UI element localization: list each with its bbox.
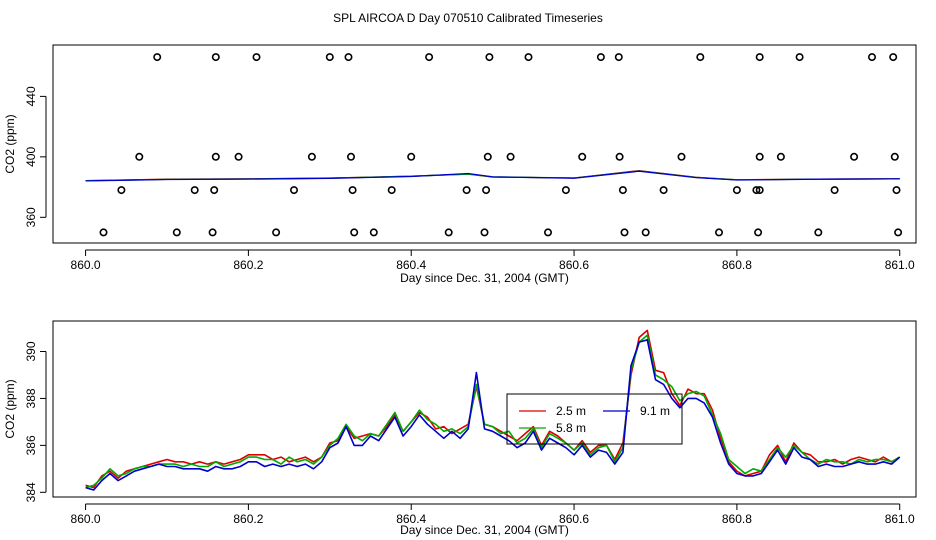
data-point — [350, 228, 359, 237]
y-tick-label: 384 — [24, 482, 38, 502]
y-tick-label: 440 — [24, 86, 38, 106]
data-point — [890, 152, 899, 161]
legend-label: 5.8 m — [556, 421, 586, 435]
data-point — [307, 152, 316, 161]
x-tick-label: 861.0 — [885, 258, 915, 272]
data-point — [596, 53, 605, 62]
bottom-panel: 860.0 860.2 860.4 860.6 860.8 861.0 384 386 388 3… — [3, 320, 917, 537]
data-point — [272, 228, 281, 237]
x-tick-label: 860.0 — [71, 512, 101, 526]
data-point — [462, 186, 471, 195]
plot-frame — [52, 320, 917, 498]
data-point — [776, 152, 785, 161]
data-point — [892, 186, 901, 195]
data-point — [289, 186, 298, 195]
series-line-9-1-m — [85, 338, 901, 491]
data-point — [117, 186, 126, 195]
data-point — [387, 186, 396, 195]
x-tick-label: 860.8 — [722, 512, 752, 526]
data-point — [754, 228, 763, 237]
y-axis-label: CO2 (ppm) — [3, 114, 17, 173]
data-point — [714, 228, 723, 237]
data-point — [814, 228, 823, 237]
data-point — [99, 228, 108, 237]
data-point — [755, 53, 764, 62]
series-line-2-5-m — [85, 329, 901, 489]
data-point — [153, 53, 162, 62]
data-point — [659, 186, 668, 195]
data-point — [578, 152, 587, 161]
data-point — [407, 152, 416, 161]
data-point — [696, 53, 705, 62]
data-point — [348, 186, 357, 195]
data-point — [850, 152, 859, 161]
data-point — [752, 186, 761, 195]
x-tick-label: 860.6 — [559, 258, 589, 272]
data-point — [755, 152, 764, 161]
x-tick-label: 860.2 — [233, 512, 263, 526]
data-point — [620, 228, 629, 237]
data-point — [210, 186, 219, 195]
data-point — [755, 186, 764, 195]
data-point — [344, 53, 353, 62]
y-tick-label: 386 — [24, 435, 38, 455]
data-point — [425, 53, 434, 62]
x-tick-label: 860.8 — [722, 258, 752, 272]
x-tick-label: 860.4 — [396, 258, 426, 272]
data-point — [485, 53, 494, 62]
series-line-9-1-m — [85, 170, 900, 182]
x-tick-label: 860.2 — [233, 258, 263, 272]
data-point — [211, 53, 220, 62]
data-point — [732, 186, 741, 195]
legend-label: 2.5 m — [556, 404, 586, 418]
data-point — [346, 152, 355, 161]
data-point — [614, 53, 623, 62]
legend-box — [506, 393, 683, 445]
data-point — [444, 228, 453, 237]
y-tick-label: 390 — [24, 341, 38, 361]
data-point — [252, 53, 261, 62]
data-point — [543, 228, 552, 237]
x-tick-label: 861.0 — [885, 512, 915, 526]
data-point — [561, 186, 570, 195]
data-point — [483, 152, 492, 161]
y-tick-label: 388 — [24, 388, 38, 408]
data-point — [677, 152, 686, 161]
data-point — [615, 152, 624, 161]
data-point — [211, 152, 220, 161]
data-point — [369, 228, 378, 237]
top-panel: 860.0 860.2 860.4 860.6 860.8 861.0 360 400 440 D… — [3, 44, 917, 285]
data-point — [190, 186, 199, 195]
series-line-5-8-m — [85, 334, 901, 489]
x-tick-label: 860.6 — [559, 512, 589, 526]
data-point — [867, 53, 876, 62]
data-point — [172, 228, 181, 237]
data-point — [325, 53, 334, 62]
data-point — [208, 228, 217, 237]
data-point — [618, 186, 627, 195]
y-tick-label: 400 — [24, 147, 38, 167]
data-point — [234, 152, 243, 161]
data-point — [482, 186, 491, 195]
data-point — [894, 228, 903, 237]
y-axis-label: CO2 (ppm) — [3, 379, 17, 438]
data-point — [524, 53, 533, 62]
data-point — [480, 228, 489, 237]
x-axis-label: Day since Dec. 31, 2004 (GMT) — [400, 523, 569, 537]
y-tick-label: 360 — [24, 207, 38, 227]
x-tick-label: 860.4 — [396, 512, 426, 526]
data-point — [135, 152, 144, 161]
data-point — [506, 152, 515, 161]
x-axis-label: Day since Dec. 31, 2004 (GMT) — [400, 271, 569, 285]
data-point — [795, 53, 804, 62]
legend-label: 9.1 m — [640, 404, 670, 418]
legend: 2.5 m 9.1 m 5.8 m — [506, 393, 683, 445]
data-point — [641, 228, 650, 237]
chart-title: SPL AIRCOA D Day 070510 Calibrated Times… — [333, 11, 603, 25]
data-point — [830, 186, 839, 195]
plot-frame — [52, 44, 917, 244]
data-point — [889, 53, 898, 62]
x-tick-label: 860.0 — [71, 258, 101, 272]
